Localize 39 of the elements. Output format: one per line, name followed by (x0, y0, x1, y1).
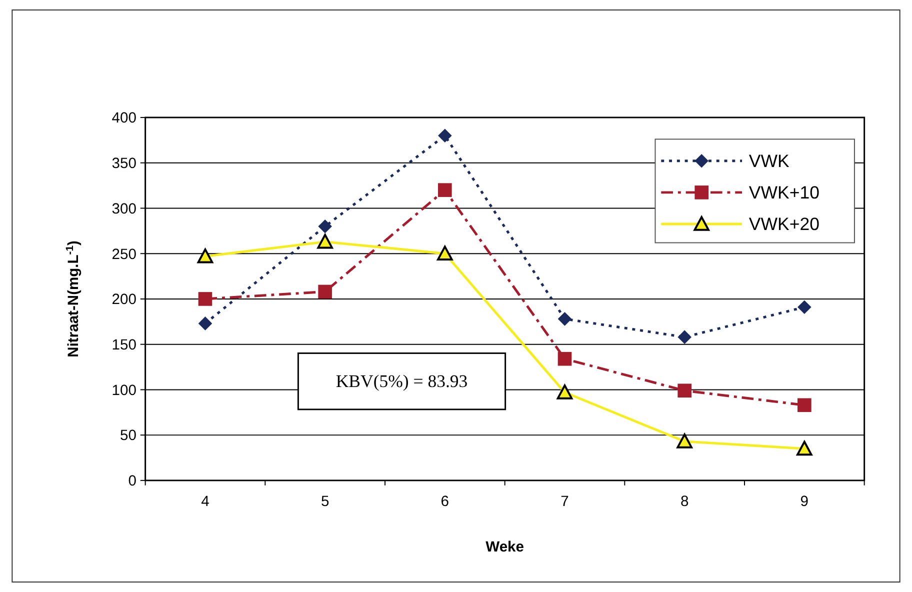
point (556, 384, 573, 400)
y-tick-label: 200 (112, 292, 136, 308)
point (798, 398, 812, 412)
y-tick-label: 50 (120, 428, 136, 444)
point (796, 440, 812, 456)
x-tick-label: 4 (201, 494, 210, 510)
text-box: KBV(5%) = 83.93 (297, 352, 506, 410)
point (678, 384, 692, 398)
point (678, 330, 692, 344)
y-tick-label: 150 (112, 338, 136, 354)
point (558, 352, 572, 366)
point (798, 300, 812, 314)
point (317, 234, 333, 249)
point (198, 316, 212, 330)
legend-label: VWK (748, 151, 790, 172)
x-tick-label: 8 (680, 494, 689, 510)
point (676, 434, 692, 448)
annotation: KBV(5%) = 83.93 (336, 371, 468, 392)
x-axis-title: Weke (486, 539, 524, 556)
y-tick-label: 400 (112, 110, 136, 127)
x-tick-label: 7 (560, 494, 569, 510)
legend-label: VWK+10 (748, 182, 820, 203)
y-tick-label: 250 (112, 246, 136, 263)
point (197, 248, 214, 264)
y-tick-label: 350 (112, 156, 136, 172)
y-tick-label: 0 (128, 474, 136, 490)
point (438, 183, 452, 197)
point (558, 312, 572, 326)
y-tick-label: 300 (112, 201, 136, 218)
point (318, 219, 332, 234)
legend-label: VWK+20 (748, 214, 820, 234)
x-tick-label: 9 (800, 494, 809, 510)
point (198, 292, 212, 306)
x-tick-label: 5 (320, 494, 330, 510)
point (438, 128, 452, 143)
point (318, 284, 332, 299)
y-tick-label: 100 (112, 382, 136, 399)
point (437, 246, 453, 260)
x-tick-label: 6 (440, 494, 450, 510)
